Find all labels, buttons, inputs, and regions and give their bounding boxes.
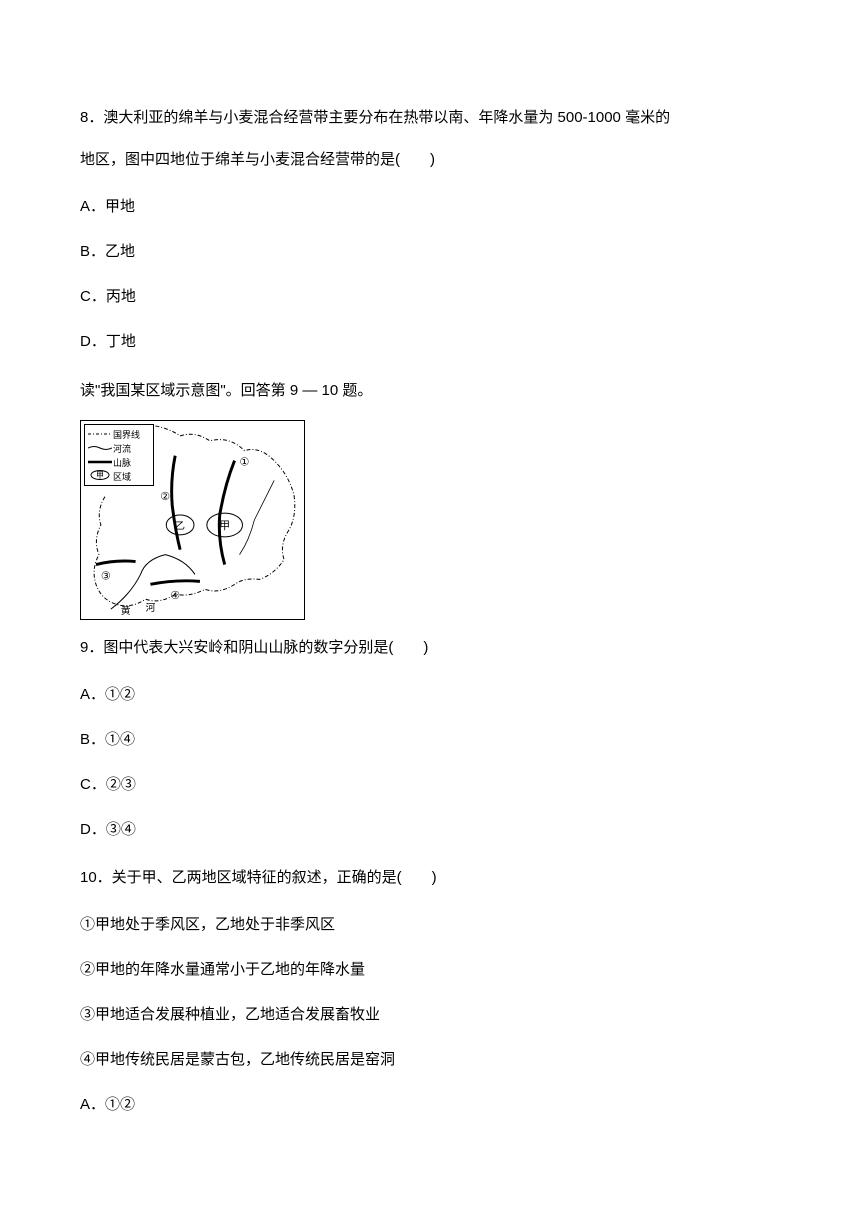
q8-stem-line2: 地区，图中四地位于绵羊与小麦混合经营带的是( ) [80, 142, 780, 178]
instruction-9-10: 读"我国某区域示意图"。回答第 9 — 10 题。 [80, 370, 780, 412]
q8-option-c: C．丙地 [80, 274, 780, 319]
q10-option-a: A．①② [80, 1082, 780, 1127]
q8-stem-line1: 8．澳大利亚的绵羊与小麦混合经营带主要分布在热带以南、年降水量为 500-100… [80, 100, 780, 136]
q8-option-d: D．丁地 [80, 319, 780, 364]
legend-region-label: 区域 [113, 470, 131, 483]
q10-statement-1: ①甲地处于季风区，乙地处于非季风区 [80, 902, 780, 947]
q10-statement-4: ④甲地传统民居是蒙古包，乙地传统民居是窑洞 [80, 1037, 780, 1082]
region-icon: 甲 [87, 469, 113, 483]
q9-option-b: B．①④ [80, 717, 780, 762]
legend-river: 河流 [87, 441, 151, 455]
map-label-2: ② [160, 491, 170, 503]
q9-option-a: A．①② [80, 672, 780, 717]
legend-mountain-label: 山脉 [113, 456, 131, 469]
svg-text:甲: 甲 [96, 471, 104, 480]
legend-region: 甲 区域 [87, 469, 151, 483]
map-label-1: ① [240, 457, 250, 469]
legend-river-label: 河流 [113, 442, 131, 455]
map-label-huang: 黄 [121, 604, 131, 617]
q8-option-b: B．乙地 [80, 229, 780, 274]
china-region-map: 国界线 河流 山脉 甲 区域 ① ② ③ ④ [80, 420, 305, 620]
legend-mountain: 山脉 [87, 455, 151, 469]
q10-statement-3: ③甲地适合发展种植业，乙地适合发展畜牧业 [80, 992, 780, 1037]
map-label-he: 河 [145, 602, 155, 614]
q10-stem: 10．关于甲、乙两地区域特征的叙述，正确的是( ) [80, 860, 780, 896]
legend-border-label: 国界线 [113, 428, 140, 441]
mountain-line-icon [87, 457, 113, 467]
legend-border: 国界线 [87, 427, 151, 441]
q9-stem: 9．图中代表大兴安岭和阴山山脉的数字分别是( ) [80, 630, 780, 666]
map-label-3: ③ [101, 570, 111, 582]
q10-statement-2: ②甲地的年降水量通常小于乙地的年降水量 [80, 947, 780, 992]
map-label-4: ④ [170, 590, 180, 602]
map-label-jia: 甲 [219, 520, 230, 532]
q9-option-c: C．②③ [80, 762, 780, 807]
border-line-icon [87, 429, 113, 439]
q9-option-d: D．③④ [80, 807, 780, 852]
map-legend: 国界线 河流 山脉 甲 区域 [84, 424, 154, 486]
q8-option-a: A．甲地 [80, 184, 780, 229]
map-label-yi: 乙 [175, 520, 185, 532]
river-line-icon [87, 443, 113, 453]
